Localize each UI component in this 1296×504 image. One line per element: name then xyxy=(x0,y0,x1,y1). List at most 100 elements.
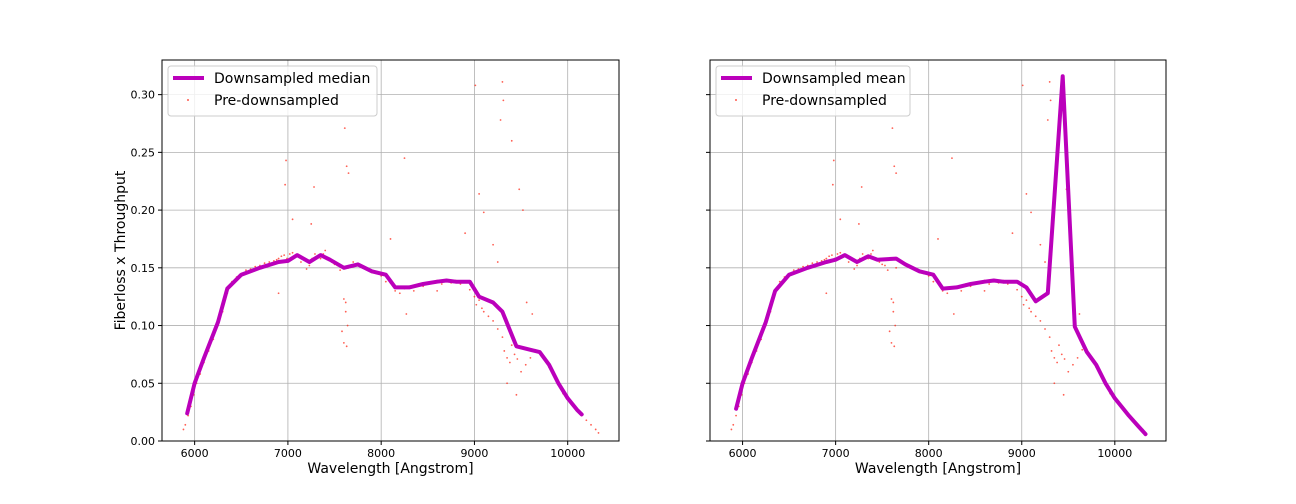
data-point xyxy=(802,265,804,268)
data-point xyxy=(816,261,818,263)
data-point xyxy=(314,253,316,255)
data-point xyxy=(291,218,294,221)
data-point xyxy=(839,218,842,221)
data-point xyxy=(892,310,895,313)
data-point xyxy=(285,159,287,162)
data-point xyxy=(310,223,313,225)
data-point xyxy=(1016,288,1019,291)
x-axis-label: Wavelength [Angstrom] xyxy=(307,461,473,477)
data-point xyxy=(346,324,349,327)
data-point xyxy=(952,313,955,315)
y-tick-label: 0.00 xyxy=(131,435,156,448)
data-point xyxy=(1034,315,1037,318)
data-point xyxy=(1076,356,1079,359)
data-point xyxy=(342,298,345,300)
data-point xyxy=(832,159,835,162)
data-point xyxy=(932,280,935,283)
data-point xyxy=(344,310,347,313)
data-point xyxy=(341,330,343,333)
data-point xyxy=(506,382,508,385)
data-point xyxy=(324,249,327,252)
data-point xyxy=(352,261,355,263)
data-point xyxy=(308,264,311,267)
data-point xyxy=(513,353,516,356)
data-point xyxy=(730,428,733,431)
data-point xyxy=(1046,119,1049,121)
left-panel-median: 6000 7000 8000 9000 10000 0.00 0.05 0.10 0.15 0.2… xyxy=(113,59,620,477)
data-point xyxy=(492,320,494,322)
data-point xyxy=(1011,232,1014,235)
legend-box xyxy=(167,65,378,117)
data-point xyxy=(501,336,504,338)
data-point xyxy=(836,253,839,255)
series-line xyxy=(185,253,584,417)
data-point xyxy=(825,257,828,260)
data-point xyxy=(1078,313,1081,315)
data-point xyxy=(1058,344,1060,347)
legend-label-points: Pre-downsampled xyxy=(762,93,887,109)
data-point xyxy=(398,292,401,295)
data-point xyxy=(831,183,834,186)
legend-label-line: Downsampled median xyxy=(214,71,370,87)
data-point xyxy=(597,432,600,434)
data-point xyxy=(268,261,271,263)
data-point xyxy=(283,254,286,257)
data-point xyxy=(792,269,795,272)
data-point xyxy=(1025,299,1028,302)
data-point xyxy=(870,253,872,255)
data-point xyxy=(531,313,534,315)
data-point xyxy=(1044,328,1046,330)
plot-frame xyxy=(161,59,620,442)
x-tick-label: 10000 xyxy=(550,447,585,460)
data-point xyxy=(319,257,322,260)
data-point xyxy=(1028,307,1031,310)
data-point xyxy=(478,193,481,195)
data-point xyxy=(345,165,348,168)
data-point xyxy=(1053,382,1056,385)
data-point xyxy=(1021,84,1024,87)
data-point xyxy=(384,280,387,283)
legend-point-swatch xyxy=(735,99,737,101)
data-point xyxy=(828,255,831,258)
y-tick-label: 0.25 xyxy=(131,146,156,159)
data-point xyxy=(475,303,478,306)
x-tick-label: 7000 xyxy=(822,447,850,460)
data-point xyxy=(515,393,518,396)
data-point xyxy=(436,290,439,292)
data-point xyxy=(277,257,280,260)
data-point xyxy=(440,283,443,285)
data-point xyxy=(522,209,524,211)
data-point xyxy=(857,223,860,225)
data-point xyxy=(853,268,856,270)
data-point xyxy=(825,292,828,295)
data-point xyxy=(502,99,505,102)
data-point xyxy=(1050,350,1053,352)
data-point xyxy=(1081,348,1084,351)
data-point xyxy=(860,186,863,188)
data-point xyxy=(518,188,521,191)
data-point xyxy=(405,313,408,315)
data-point xyxy=(988,283,991,285)
data-point xyxy=(1048,81,1051,83)
data-point xyxy=(300,261,302,263)
plot-frame xyxy=(709,59,1167,442)
right-panel-mean: 6000 7000 8000 9000 10000 Wavelength [Angstr… xyxy=(706,59,1167,477)
legend-label-points: Pre-downsampled xyxy=(214,93,339,109)
x-tick-label: 9000 xyxy=(460,447,488,460)
data-point xyxy=(345,345,348,348)
data-point xyxy=(892,301,895,304)
data-point xyxy=(474,84,477,87)
data-point xyxy=(347,172,350,175)
data-point xyxy=(275,258,278,261)
data-point xyxy=(831,254,833,257)
data-point xyxy=(1056,361,1059,364)
data-point xyxy=(1062,393,1065,396)
data-point xyxy=(951,157,953,160)
x-tick-label: 8000 xyxy=(367,447,395,460)
data-point xyxy=(529,356,532,359)
data-point xyxy=(520,370,522,373)
legend: Downsampled mean Pre-downsampled xyxy=(715,65,911,117)
x-tick-label: 7000 xyxy=(274,447,302,460)
data-point xyxy=(946,292,949,295)
